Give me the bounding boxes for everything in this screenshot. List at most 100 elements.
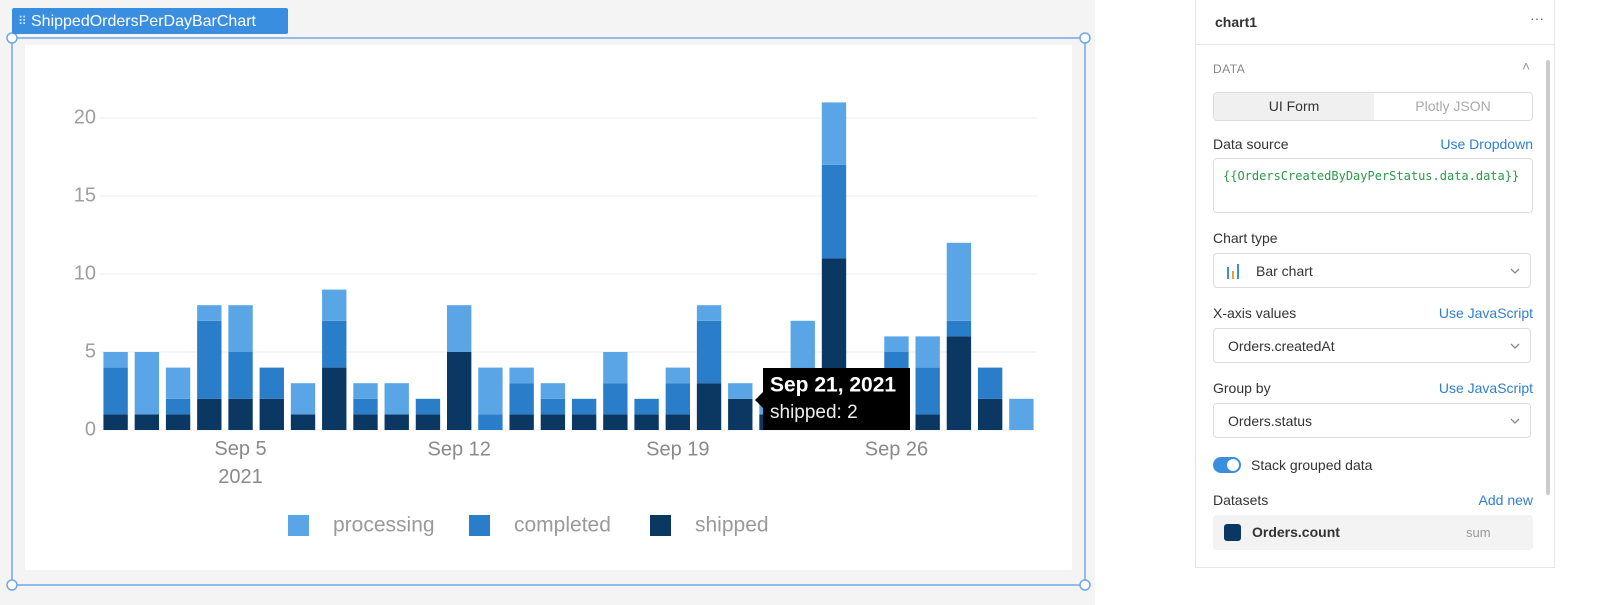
y-tick-label: 20	[74, 106, 96, 128]
tab[interactable]: Plotly JSON	[1415, 98, 1491, 114]
collapse-caret[interactable]: ˄	[1522, 58, 1531, 74]
bar-segment	[571, 398, 597, 415]
field-label: Datasets	[1213, 492, 1269, 508]
bar-segment	[696, 305, 722, 321]
bar-segment	[665, 383, 690, 415]
bar-segment	[103, 414, 128, 430]
link[interactable]: Use JavaScript	[1438, 380, 1533, 396]
scrollbar[interactable]	[1546, 60, 1550, 495]
bar-segment	[290, 383, 316, 415]
bar-segment	[509, 414, 534, 430]
bar-segment	[103, 352, 128, 368]
link[interactable]: Use Dropdown	[1440, 136, 1533, 152]
widget-tag[interactable]	[12, 8, 288, 34]
bar-segment	[197, 320, 222, 399]
bar-segment	[540, 398, 566, 415]
section-title[interactable]: DATA	[1213, 62, 1246, 76]
bar-segment	[915, 367, 940, 415]
bar-segment	[259, 398, 284, 430]
tab-active[interactable]: UI Form	[1214, 93, 1374, 120]
y-tick-label: 5	[85, 340, 96, 362]
y-tick-label: 15	[74, 184, 96, 206]
chevron	[1510, 343, 1520, 349]
bar-segment	[665, 367, 690, 384]
code-editor[interactable]: {{OrdersCreatedByDayPerStatus.data.data}…	[1213, 158, 1533, 213]
legend-swatch	[650, 515, 671, 536]
bar-segment	[447, 352, 472, 430]
bar-segment	[571, 414, 597, 430]
resize-handle[interactable]	[1079, 32, 1091, 44]
bar-segment	[696, 320, 722, 384]
tooltip-title: Sep 21, 2021	[770, 374, 896, 397]
bar-segment	[384, 383, 409, 415]
bar-segment	[290, 414, 316, 430]
bar-segment	[103, 367, 128, 415]
resize-handle[interactable]	[6, 579, 18, 591]
bar-segment	[915, 414, 940, 430]
legend-label: shipped	[695, 514, 769, 537]
resize-handle[interactable]	[1079, 579, 1091, 591]
select[interactable]: Bar chart	[1213, 253, 1531, 288]
chevron	[1510, 418, 1520, 424]
field-label: Data source	[1213, 136, 1289, 152]
toggle[interactable]	[1213, 457, 1241, 473]
bar-segment	[946, 242, 972, 321]
bar-segment	[353, 398, 378, 415]
color-swatch[interactable]	[1224, 524, 1241, 541]
bar-segment	[197, 398, 222, 430]
bar-segment	[634, 398, 659, 415]
bar-segment	[915, 336, 940, 368]
tooltip-label: shipped: 2	[770, 402, 858, 423]
bar-segment	[540, 414, 566, 430]
more-menu[interactable]: ···	[1530, 10, 1544, 26]
dataset-row[interactable]: Orders.count sum	[1213, 515, 1533, 550]
bar-segment	[603, 352, 628, 384]
bar-segment	[478, 414, 503, 430]
bar-segment	[509, 383, 534, 415]
chart-widget: ⠿ ShippedOrdersPerDayBarChart 0 5 10 15 20 Se…	[0, 0, 1095, 605]
select[interactable]: Orders.createdAt	[1213, 328, 1531, 363]
bar-segment	[634, 414, 659, 430]
bar-segment	[884, 336, 909, 352]
bar-segment	[165, 367, 191, 399]
y-tick-label: 10	[74, 262, 96, 284]
bar-segment	[603, 383, 628, 415]
bar-segment	[197, 305, 222, 321]
bar-segment	[790, 320, 815, 368]
field-label: Group by	[1213, 380, 1271, 396]
resize-handle[interactable]	[6, 32, 18, 44]
x-tick-label: Sep 12	[427, 438, 490, 460]
bar-segment	[353, 414, 378, 430]
bar-segment	[603, 414, 628, 430]
y-tick-label: 0	[85, 418, 96, 440]
dataset-name: Orders.count	[1252, 524, 1340, 540]
component-name[interactable]: chart1	[1215, 14, 1258, 30]
divider	[1196, 44, 1554, 45]
link[interactable]: Use JavaScript	[1438, 305, 1533, 321]
bar-segment	[134, 352, 160, 415]
widget-name[interactable]: ShippedOrdersPerDayBarChart	[31, 13, 257, 30]
tooltip: Sep 21, 2021 shipped: 2	[755, 368, 910, 430]
bar-segment	[977, 398, 1003, 430]
bar-segment	[322, 320, 347, 368]
bar-segment	[728, 383, 753, 399]
select[interactable]: Orders.status	[1213, 403, 1531, 438]
bar-segment	[977, 367, 1003, 399]
tooltip-box	[755, 368, 910, 430]
bar-segment	[447, 305, 472, 352]
bar-segment	[665, 414, 690, 430]
bar-segment	[384, 414, 409, 430]
bar-segment	[821, 164, 847, 259]
bar-segment	[415, 414, 441, 430]
bar-icon	[1227, 264, 1239, 279]
aggregation[interactable]: sum	[1466, 525, 1491, 540]
bar-segment	[134, 414, 160, 430]
drag-grip[interactable]: ⠿	[18, 14, 27, 28]
x-tick-label: Sep 19	[646, 438, 709, 460]
link[interactable]: Add new	[1478, 492, 1533, 508]
x-tick-label: Sep 5 2021	[214, 438, 266, 488]
bar-segment	[821, 102, 847, 165]
chevron	[1510, 268, 1520, 274]
bar-segment	[946, 320, 972, 337]
